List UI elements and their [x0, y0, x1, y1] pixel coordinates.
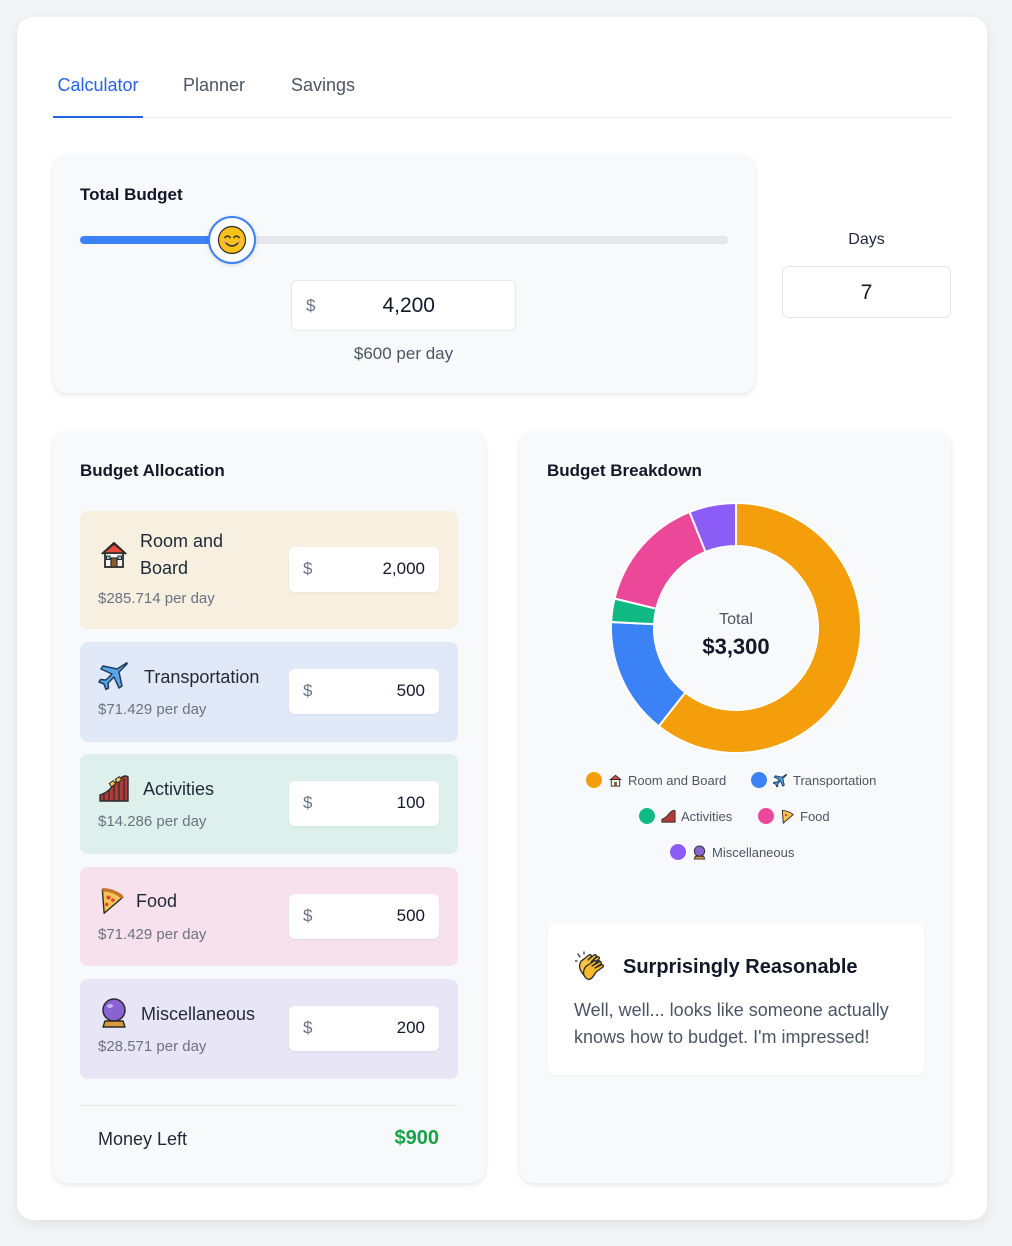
- category-transportation: Transportation $71.429 per day $ 500: [80, 642, 458, 742]
- donut-slice-food[interactable]: [613, 510, 707, 610]
- currency-symbol: $: [303, 681, 313, 700]
- category-name: Food: [136, 891, 178, 911]
- reaction-message: Well, well... looks like someone actuall…: [574, 997, 889, 1051]
- category-amount-value: 500: [396, 681, 425, 700]
- money-left-value: $900: [394, 1127, 440, 1149]
- budget-breakdown-panel: Budget Breakdown Total $3,300 Room and B…: [520, 431, 951, 1183]
- legend-item-miscellaneous[interactable]: Miscellaneous: [670, 844, 794, 860]
- legend-label: Transportation: [793, 772, 877, 788]
- budget-amount-value: 4,200: [382, 294, 435, 317]
- tab-calculator[interactable]: Calculator: [53, 57, 143, 118]
- app-card: Calculator Planner Savings Total Budget …: [17, 17, 987, 1220]
- category-amount-input[interactable]: $ 500: [289, 669, 439, 714]
- airplane-icon: [773, 773, 788, 788]
- pizza-icon: [101, 887, 124, 914]
- budget-slider[interactable]: [80, 216, 728, 264]
- category-per-day: $14.286 per day: [98, 813, 207, 830]
- budget-breakdown-title: Budget Breakdown: [547, 461, 702, 480]
- category-name: Room and Board: [140, 531, 224, 578]
- total-budget-title: Total Budget: [80, 185, 183, 204]
- donut-total-label: Total: [719, 611, 753, 628]
- currency-symbol: $: [303, 906, 313, 925]
- category-per-day: $285.714 per day: [98, 590, 215, 607]
- legend-dot: [758, 808, 774, 824]
- legend-dot: [639, 808, 655, 824]
- budget-per-day: $600 per day: [353, 344, 454, 363]
- days-label: Days: [848, 231, 885, 248]
- currency-symbol: $: [303, 793, 313, 812]
- crystal-ball-icon: [693, 844, 706, 860]
- donut-slice-room-and-board[interactable]: [657, 501, 862, 754]
- donut-slice-miscellaneous[interactable]: [688, 501, 737, 554]
- legend-label: Activities: [681, 808, 733, 824]
- legend-label: Miscellaneous: [712, 844, 795, 860]
- roller-coaster-icon: [99, 775, 129, 802]
- slider-fill: [80, 236, 233, 244]
- category-room-and-board: Room and Board $285.714 per day $ 2,000: [80, 511, 458, 629]
- category-miscellaneous: Miscellaneous $28.571 per day $ 200: [80, 979, 458, 1079]
- legend-item-room-and-board[interactable]: Room and Board: [586, 772, 726, 788]
- category-activities: Activities $14.286 per day $ 100: [80, 754, 458, 854]
- legend-label: Room and Board: [628, 772, 727, 788]
- legend-label: Food: [800, 808, 830, 824]
- crystal-ball-icon: [102, 998, 126, 1028]
- pizza-icon: [781, 809, 794, 824]
- legend-dot: [586, 772, 602, 788]
- money-left-label: Money Left: [98, 1129, 188, 1149]
- category-amount-value: 100: [396, 793, 425, 812]
- legend-item-transportation[interactable]: Transportation: [751, 772, 876, 788]
- category-per-day: $71.429 per day: [98, 701, 207, 718]
- category-amount-input[interactable]: $ 500: [289, 894, 439, 939]
- divider: [80, 1105, 458, 1106]
- category-per-day: $28.571 per day: [98, 1038, 207, 1055]
- donut-total-value: $3,300: [702, 634, 770, 659]
- category-per-day: $71.429 per day: [98, 926, 207, 943]
- category-food: Food $71.429 per day $ 500: [80, 867, 458, 966]
- budget-donut-chart: [610, 501, 862, 754]
- reaction-title: Surprisingly Reasonable: [623, 956, 858, 978]
- slider-thumb[interactable]: [208, 216, 257, 264]
- legend-item-activities[interactable]: Activities: [639, 808, 732, 824]
- airplane-icon: [98, 662, 128, 691]
- category-amount-input[interactable]: $ 2,000: [289, 547, 439, 592]
- clapping-hands-icon: [575, 951, 605, 981]
- category-amount-value: 200: [396, 1018, 425, 1037]
- reaction-message-line: Well, well... looks like someone actuall…: [574, 1000, 889, 1020]
- days-input[interactable]: 7: [782, 266, 951, 318]
- currency-symbol: $: [306, 296, 316, 315]
- roller-coaster-icon: [661, 809, 676, 823]
- house-icon: [100, 542, 128, 568]
- days-value: 7: [860, 281, 873, 304]
- category-name: Transportation: [144, 667, 260, 687]
- category-name: Miscellaneous: [141, 1004, 256, 1024]
- reaction-message-line: knows how to budget. I'm impressed!: [574, 1027, 870, 1047]
- house-icon: [609, 774, 622, 787]
- legend-item-food[interactable]: Food: [758, 808, 830, 824]
- budget-amount-input[interactable]: $ 4,200: [291, 280, 516, 331]
- tab-savings[interactable]: Savings: [290, 75, 356, 95]
- budget-allocation-title: Budget Allocation: [80, 461, 225, 480]
- tab-planner[interactable]: Planner: [183, 75, 246, 95]
- reaction-card: Surprisingly Reasonable Well, well... lo…: [548, 923, 924, 1075]
- tab-bar: Calculator Planner Savings: [53, 57, 951, 118]
- category-amount-input[interactable]: $ 200: [289, 1006, 439, 1051]
- category-amount-input[interactable]: $ 100: [289, 781, 439, 826]
- smiling-face-icon: [218, 225, 247, 255]
- category-amount-value: 2,000: [382, 559, 425, 578]
- category-amount-value: 500: [396, 906, 425, 925]
- legend-dot: [670, 844, 686, 860]
- legend-dot: [751, 772, 767, 788]
- currency-symbol: $: [303, 559, 313, 578]
- currency-symbol: $: [303, 1018, 313, 1037]
- budget-allocation-panel: Budget Allocation Room and Board $285.71…: [53, 431, 485, 1183]
- total-budget-panel: Total Budget $ 4,200 $600 per day: [53, 155, 755, 393]
- category-name: Activities: [143, 779, 215, 799]
